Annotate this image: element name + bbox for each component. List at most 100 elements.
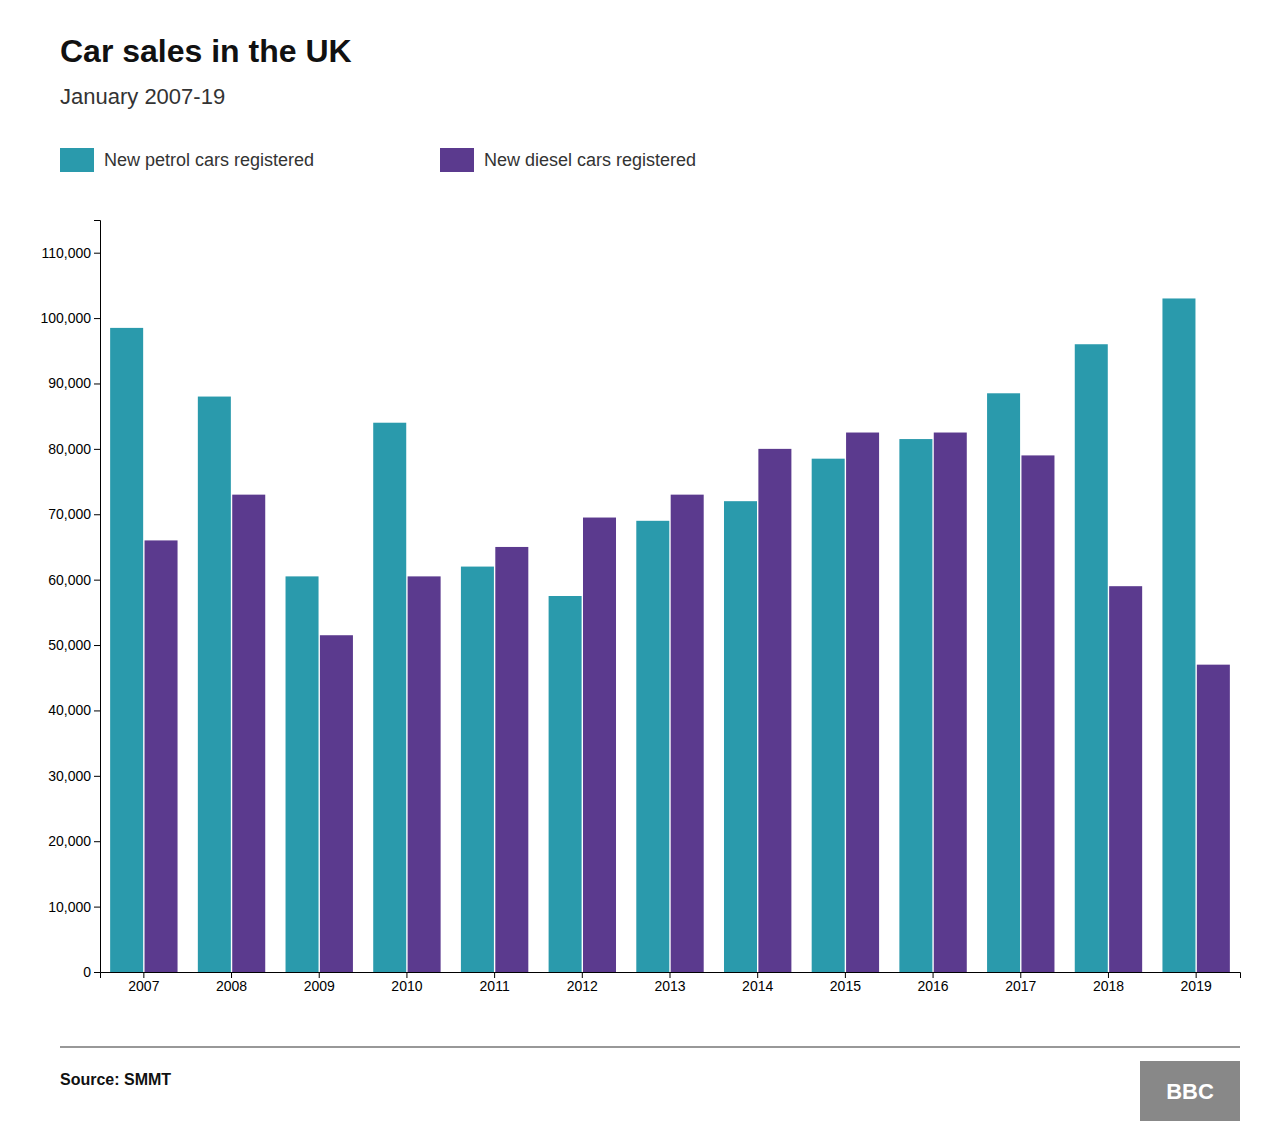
- bar: [408, 576, 441, 972]
- legend-item: New petrol cars registered: [60, 148, 314, 172]
- legend-label: New diesel cars registered: [484, 150, 696, 170]
- y-tick: 40,000: [48, 702, 100, 718]
- y-tick-label: 10,000: [48, 899, 91, 915]
- y-tick-mark: [94, 580, 100, 581]
- x-tick-label: 2010: [391, 978, 422, 994]
- x-tick-label: 2016: [917, 978, 948, 994]
- plot-area: 0 10,000 20,000 30,000 40,000 50,000 60,000 70,…: [40, 221, 1240, 994]
- x-tick: 2007: [128, 972, 159, 994]
- x-tick-label: 2007: [128, 978, 159, 994]
- y-tick-mark: [94, 318, 100, 319]
- x-tick-label: 2008: [216, 978, 247, 994]
- x-tick-label: 2009: [304, 978, 335, 994]
- y-tick: 90,000: [48, 375, 100, 391]
- bar-series: [110, 298, 1195, 972]
- legend: New petrol cars registered New diesel car…: [60, 148, 696, 172]
- bar: [1075, 344, 1108, 972]
- bar: [461, 567, 494, 972]
- x-tick: 2017: [1005, 972, 1036, 994]
- x-tick: 2011: [480, 972, 510, 994]
- bar: [758, 449, 791, 972]
- legend-label: New petrol cars registered: [104, 150, 314, 170]
- bar: [899, 439, 932, 972]
- y-tick-mark: [94, 645, 100, 646]
- source: Source: SMMT: [60, 1071, 171, 1088]
- y-axis-line: [94, 221, 101, 973]
- logo: BBC: [1140, 1061, 1240, 1121]
- y-tick-label: 80,000: [48, 441, 91, 457]
- bar: [1109, 586, 1142, 972]
- bars: [110, 298, 1230, 972]
- logo-text: BBC: [1166, 1079, 1214, 1104]
- bar: [286, 576, 319, 972]
- y-tick-label: 90,000: [48, 375, 91, 391]
- y-tick-label: 60,000: [48, 572, 91, 588]
- y-tick-mark: [94, 449, 100, 450]
- y-tick-label: 100,000: [40, 310, 91, 326]
- y-tick-mark: [94, 972, 100, 973]
- title: Car sales in the UK: [60, 33, 352, 69]
- x-tick-label: 2014: [742, 978, 773, 994]
- x-tick-label: 2015: [830, 978, 861, 994]
- bar: [320, 635, 353, 972]
- separator: [60, 1046, 1240, 1047]
- y-tick-label: 20,000: [48, 833, 91, 849]
- x-tick-label: 2017: [1005, 978, 1036, 994]
- y-tick: 10,000: [48, 899, 100, 915]
- bar: [987, 393, 1020, 972]
- y-tick-mark: [94, 514, 100, 515]
- y-tick-mark: [94, 776, 100, 777]
- x-tick: 2016: [917, 972, 948, 994]
- x-tick-label: 2019: [1181, 978, 1212, 994]
- y-tick-label: 50,000: [48, 637, 91, 653]
- y-tick-label: 30,000: [48, 768, 91, 784]
- bar: [1021, 455, 1054, 972]
- y-tick: 60,000: [48, 572, 100, 588]
- y-tick: 20,000: [48, 833, 100, 849]
- y-tick-label: 40,000: [48, 702, 91, 718]
- bar: [846, 433, 879, 972]
- x-tick: 2012: [567, 972, 598, 994]
- y-tick-mark: [94, 253, 100, 254]
- y-tick: 30,000: [48, 768, 100, 784]
- y-tick-label: 70,000: [48, 506, 91, 522]
- y-tick: 100,000: [40, 310, 100, 326]
- bar: [373, 423, 406, 972]
- bar: [110, 328, 143, 972]
- y-tick: 0: [83, 964, 100, 980]
- x-axis: 2007 2008 2009 2010 2011 2012 2013 2014 2015 2016…: [101, 972, 1241, 994]
- bar: [583, 518, 616, 972]
- y-tick-mark: [94, 710, 100, 711]
- x-tick-label: 2013: [654, 978, 685, 994]
- legend-item: New diesel cars registered: [440, 148, 696, 172]
- bar: [1197, 665, 1230, 972]
- x-tick: 2009: [304, 972, 335, 994]
- y-tick-mark: [94, 841, 100, 842]
- bar: [724, 501, 757, 972]
- x-tick-label: 2011: [480, 978, 510, 994]
- bar-series: [145, 433, 1230, 972]
- bar: [1162, 298, 1195, 972]
- y-axis: 0 10,000 20,000 30,000 40,000 50,000 60,000 70,…: [40, 221, 100, 980]
- bar: [549, 596, 582, 972]
- legend-swatch: [60, 148, 94, 172]
- x-tick: 2008: [216, 972, 247, 994]
- x-tick: 2010: [391, 972, 422, 994]
- y-tick: 80,000: [48, 441, 100, 457]
- bar: [145, 540, 178, 972]
- x-tick-label: 2018: [1093, 978, 1124, 994]
- bar: [636, 521, 669, 972]
- legend-swatch: [440, 148, 474, 172]
- bar: [232, 495, 265, 972]
- y-tick-mark: [94, 383, 100, 384]
- chart: Car sales in the UKJanuary 2007-19New pe…: [0, 0, 1280, 1142]
- y-tick: 50,000: [48, 637, 100, 653]
- y-tick-label: 0: [83, 964, 91, 980]
- y-tick: 70,000: [48, 506, 100, 522]
- bar: [495, 547, 528, 972]
- x-tick: 2013: [654, 972, 685, 994]
- y-tick-mark: [94, 907, 100, 908]
- bar: [671, 495, 704, 972]
- bar: [812, 459, 845, 972]
- y-tick: 110,000: [41, 245, 100, 261]
